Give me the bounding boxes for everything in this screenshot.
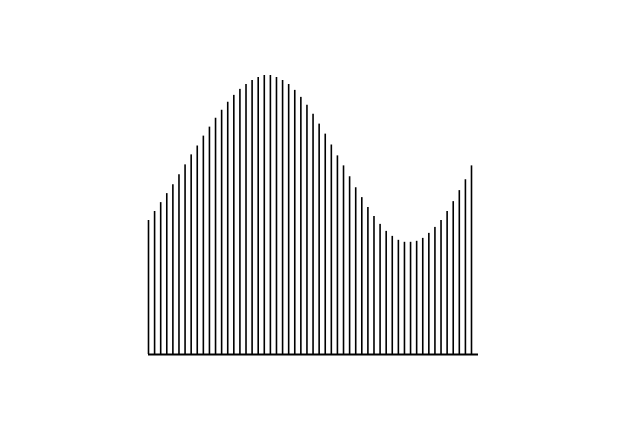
bar-group [147,75,473,354]
